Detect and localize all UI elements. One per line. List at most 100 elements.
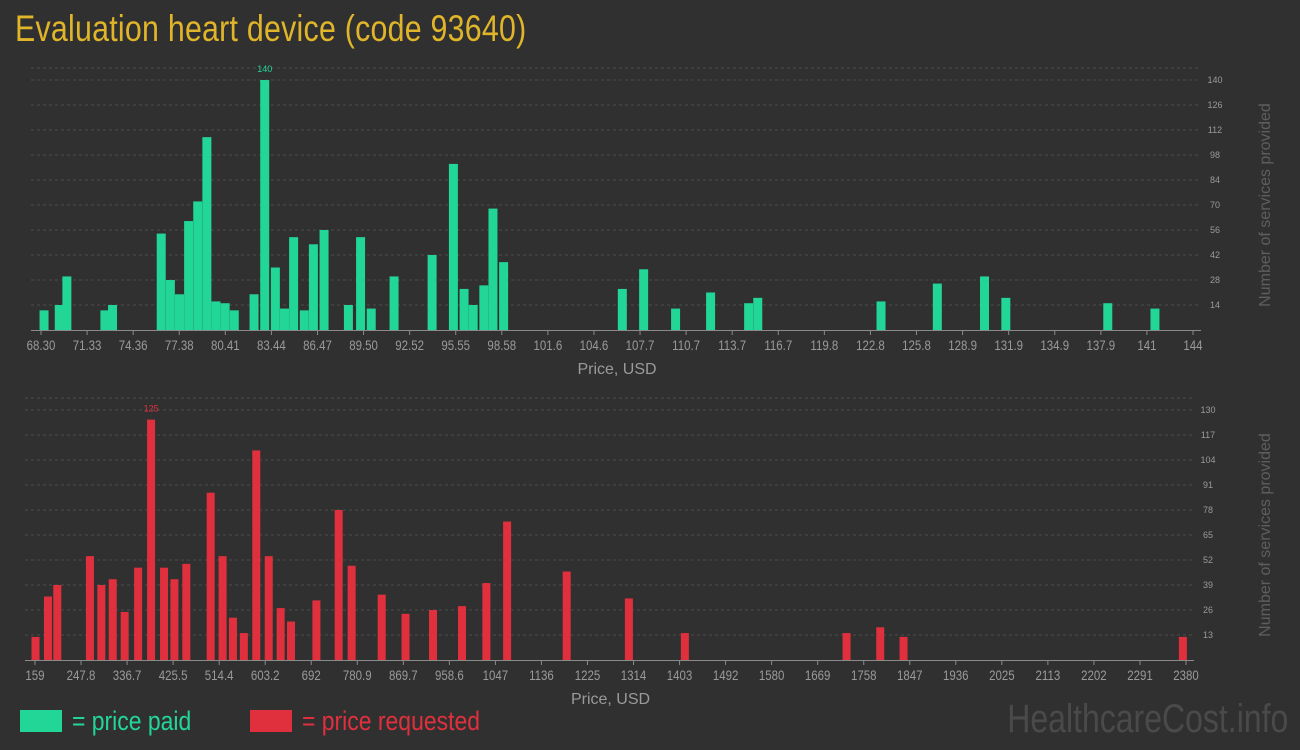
x-tick-label: 336.7 — [113, 667, 142, 683]
bar — [62, 276, 72, 330]
bar — [671, 308, 681, 330]
bar — [170, 579, 179, 660]
y-tick-label: 98 — [1210, 150, 1220, 160]
x-tick-label: 74.36 — [119, 337, 148, 353]
x-tick-label: 98.58 — [487, 337, 516, 353]
x-tick-label: 128.9 — [948, 337, 977, 353]
x-tick-label: 514.4 — [205, 667, 234, 683]
x-tick-label: 958.6 — [435, 667, 464, 683]
x-axis-title: Price, USD — [571, 691, 650, 708]
bar — [174, 294, 184, 330]
bar — [617, 288, 627, 330]
bar — [249, 294, 259, 330]
x-tick-label: 107.7 — [626, 337, 655, 353]
x-tick-label: 780.9 — [343, 667, 372, 683]
bar — [980, 276, 990, 330]
bar — [1150, 308, 1160, 330]
bar — [220, 303, 230, 330]
x-tick-label: 134.9 — [1040, 337, 1069, 353]
x-tick-label: 1936 — [943, 667, 969, 683]
bar — [482, 583, 491, 660]
y-tick-label: 117 — [1201, 430, 1215, 440]
bar — [706, 292, 716, 330]
bar — [228, 617, 237, 660]
bar — [43, 596, 52, 660]
bar — [401, 613, 410, 660]
price-paid-chart: 14 28 42 56 70 84 98 112 126 140 140 68.30 71.33 74.3… — [27, 64, 1274, 378]
y-tick-label: 78 — [1203, 505, 1213, 515]
bar — [260, 80, 270, 330]
bar — [1103, 303, 1113, 330]
y-tick-label: 13 — [1203, 630, 1213, 640]
x-tick-label: 1314 — [621, 667, 647, 683]
y-tick-label: 70 — [1210, 200, 1220, 210]
x-tick-label: 159 — [25, 667, 44, 683]
x-tick-label: 1047 — [483, 667, 509, 683]
bar — [899, 636, 908, 660]
bar — [289, 237, 299, 330]
bar — [287, 621, 296, 660]
bar — [488, 208, 498, 330]
peak-data-label: 125 — [144, 404, 159, 414]
x-tick-label: 92.52 — [395, 337, 424, 353]
bar — [270, 267, 280, 330]
x-tick-label: 71.33 — [73, 337, 102, 353]
x-tick-label: 125.8 — [902, 337, 931, 353]
x-tick-label: 80.41 — [211, 337, 240, 353]
bar — [100, 310, 110, 330]
bar — [211, 301, 221, 330]
legend-requested-swatch — [250, 710, 292, 732]
bar — [308, 244, 318, 330]
bar — [312, 600, 321, 660]
x-tick-label: 1847 — [897, 667, 923, 683]
x-tick-label: 104.6 — [580, 337, 609, 353]
bar — [279, 308, 289, 330]
legend-requested: = price requested — [250, 704, 511, 738]
bar — [753, 297, 763, 330]
y-tick-label: 84 — [1210, 175, 1220, 185]
x-tick-label: 144 — [1183, 337, 1202, 353]
y-tick-label: 52 — [1203, 555, 1213, 565]
bar — [479, 285, 489, 330]
bar — [193, 201, 203, 330]
x-tick-label: 89.50 — [349, 337, 378, 353]
bar — [134, 567, 143, 660]
y-tick-label: 14 — [1210, 300, 1220, 310]
bar — [156, 233, 166, 330]
bar — [108, 305, 118, 330]
legend-paid-label: = price paid — [72, 705, 192, 736]
bar — [218, 556, 227, 660]
y-tick-label: 91 — [1203, 480, 1213, 490]
bar — [165, 280, 175, 330]
bar — [932, 283, 942, 330]
bar — [53, 585, 62, 660]
x-tick-label: 119.8 — [810, 337, 838, 353]
x-tick-label: 2025 — [989, 667, 1015, 683]
y-tick-label: 112 — [1208, 125, 1222, 135]
x-tick-label: 77.38 — [165, 337, 194, 353]
x-tick-label: 131.9 — [994, 337, 1023, 353]
y-tick-label: 39 — [1203, 580, 1213, 590]
bar — [252, 450, 261, 660]
bar — [562, 571, 571, 660]
legend-paid: = price paid — [20, 704, 212, 738]
x-tick-label: 141 — [1137, 337, 1156, 353]
x-tick-label: 116.7 — [764, 337, 792, 353]
bar — [624, 598, 633, 660]
bar — [356, 237, 366, 330]
y-tick-label: 126 — [1207, 100, 1222, 110]
x-tick-label: 68.30 — [27, 337, 56, 353]
bar — [319, 230, 329, 330]
bar — [429, 610, 438, 660]
bar — [160, 567, 169, 660]
x-tick-label: 1403 — [667, 667, 693, 683]
x-tick-label: 692 — [302, 667, 321, 683]
bar — [334, 510, 343, 660]
x-tick-label: 2202 — [1081, 667, 1107, 683]
bar — [427, 255, 437, 330]
bar — [276, 608, 285, 660]
legend-requested-label: = price requested — [302, 705, 480, 736]
x-tick-label: 1580 — [759, 667, 785, 683]
x-tick-label: 83.44 — [257, 337, 286, 353]
bar — [842, 633, 851, 660]
